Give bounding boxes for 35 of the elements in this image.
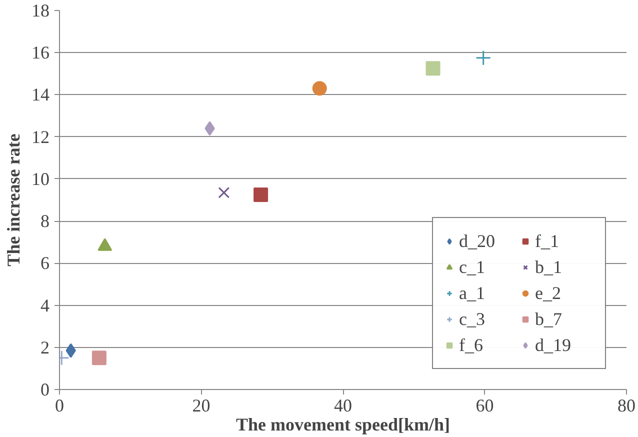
y-tick-label: 12 — [32, 126, 50, 147]
x-tick-label: 60 — [476, 396, 494, 416]
legend-label: f_1 — [535, 230, 560, 252]
legend-label: d_20 — [459, 230, 496, 252]
y-tick-label: 2 — [40, 337, 50, 358]
y-axis-title: The increase rate — [4, 134, 24, 266]
y-tick-label: 8 — [40, 211, 50, 232]
y-tick-label: 6 — [40, 253, 50, 274]
x-tick-label: 0 — [55, 396, 64, 416]
legend-label: b_1 — [535, 256, 563, 278]
point — [312, 81, 327, 96]
y-tick-label: 16 — [32, 42, 50, 63]
y-tick-label: 10 — [32, 168, 50, 189]
point — [204, 121, 215, 136]
point — [476, 50, 492, 66]
legend-label: f_6 — [459, 334, 484, 356]
point — [66, 343, 76, 358]
point — [254, 187, 268, 202]
x-axis-title: The movement speed[km/h] — [236, 414, 450, 434]
point — [218, 186, 230, 198]
point — [426, 61, 440, 76]
legend-label: e_2 — [535, 282, 562, 304]
legend-label: a_1 — [459, 282, 486, 304]
legend-label: d_19 — [535, 334, 572, 356]
legend-label: c_1 — [459, 256, 486, 278]
point — [92, 350, 106, 366]
legend-label: c_3 — [459, 308, 486, 330]
x-tick-label: 20 — [192, 396, 210, 416]
y-tick-label: 18 — [32, 0, 50, 20]
y-tick-label: 0 — [40, 380, 50, 400]
legend-label: b_7 — [535, 308, 563, 330]
y-tick-label: 4 — [40, 295, 50, 316]
y-tick-label: 14 — [32, 84, 50, 105]
x-tick-label: 40 — [334, 396, 352, 416]
x-tick-label: 80 — [618, 396, 636, 416]
